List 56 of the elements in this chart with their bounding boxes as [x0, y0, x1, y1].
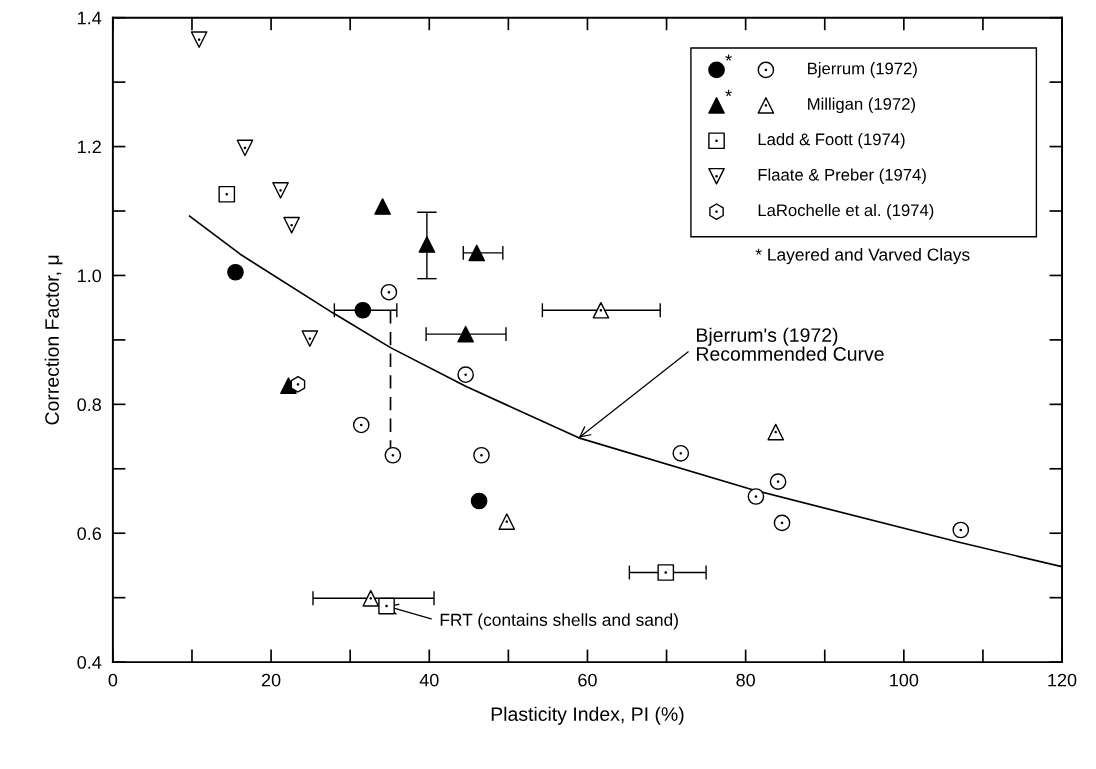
point [380, 283, 398, 301]
x-tick-label: 40 [419, 673, 439, 687]
x-tick-label: 60 [578, 673, 597, 687]
point [457, 366, 474, 384]
point [290, 376, 306, 393]
point [747, 488, 765, 505]
point [301, 330, 319, 347]
point [352, 416, 370, 434]
legend-label: Milligan (1972) [808, 97, 915, 114]
y-tick-label: 1.4 [78, 11, 102, 25]
annotation: Bjerrum's (1972) Recommended Curve [697, 327, 884, 361]
legend-label: Ladd & Foott (1974) [758, 133, 905, 149]
point [384, 446, 402, 464]
x-tick-label: 120 [1048, 673, 1077, 687]
y-tick-label: 1.2 [78, 140, 101, 154]
legend-label: * [725, 89, 732, 97]
point [457, 325, 474, 343]
point [769, 473, 787, 491]
point [672, 444, 690, 462]
legend-label: LaRochelle et al. (1974) [758, 203, 934, 220]
legend-label: Bjerrum (1972) [808, 62, 917, 78]
point [468, 244, 486, 262]
point [470, 492, 488, 510]
legend-label: Flaate & Preber (1974) [758, 168, 926, 184]
point [280, 377, 297, 394]
x-tick-label: 80 [736, 673, 755, 687]
x-axis-title: Plasticity Index, PI (%) [491, 706, 684, 725]
legend-label: * [725, 54, 732, 61]
x-tick-label: 20 [261, 673, 281, 687]
x-tick-label: 100 [890, 673, 919, 687]
y-tick-label: 0.8 [77, 398, 101, 412]
point [773, 514, 791, 532]
point [418, 236, 436, 253]
point [378, 597, 395, 615]
point [657, 564, 675, 581]
point [190, 31, 208, 48]
y-tick-label: 1.0 [78, 269, 102, 283]
x-tick-label: 0 [108, 673, 118, 687]
y-axis-title: Correction Factor, μ [44, 255, 63, 425]
point [592, 301, 610, 319]
point [227, 263, 244, 281]
y-tick-label: 0.6 [77, 527, 101, 540]
point [374, 198, 391, 215]
point [362, 589, 380, 607]
point [952, 521, 970, 539]
point [283, 216, 300, 234]
point [218, 185, 236, 203]
point [767, 423, 785, 441]
annotation: FRT (contains shells and sand) [440, 613, 678, 630]
y-tick-label: 0.4 [77, 656, 102, 669]
annotation: * Layered and Varved Clays [755, 248, 970, 265]
point [236, 139, 254, 157]
point [354, 301, 372, 319]
point [498, 513, 516, 530]
point [473, 446, 490, 464]
point [272, 182, 289, 199]
